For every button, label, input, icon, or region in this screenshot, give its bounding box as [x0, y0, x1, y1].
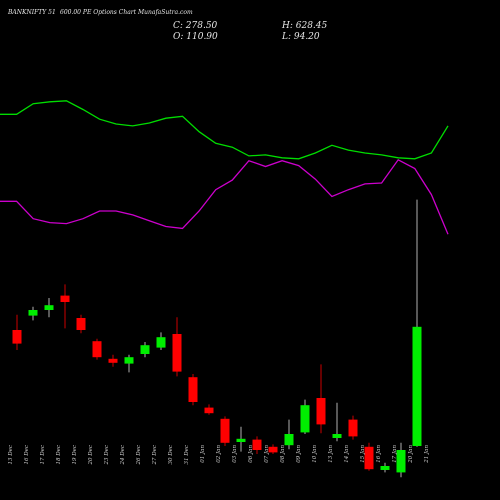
candle-body: [28, 310, 38, 316]
candle-body: [268, 446, 278, 453]
green-indicator-line: [0, 100, 449, 160]
x-tick-label: 14 Jan: [344, 445, 350, 463]
candle-body: [76, 318, 86, 330]
x-tick-label: 18 Dec: [56, 445, 62, 465]
x-tick-label: 09 Jan: [296, 445, 302, 463]
candle-body: [332, 434, 342, 438]
candle: [108, 354, 118, 367]
candle: [348, 415, 358, 440]
candle-body: [60, 295, 70, 302]
candle-body: [204, 407, 214, 414]
candle-body: [412, 326, 422, 446]
x-tick-label: 16 Dec: [24, 445, 30, 465]
magenta-indicator-line: [0, 158, 449, 235]
candle: [28, 306, 38, 321]
candle: [124, 354, 134, 373]
candle: [412, 199, 422, 447]
x-tick-label: 27 Dec: [152, 445, 158, 466]
low-value: L: 94.20: [281, 32, 320, 42]
x-tick-label: 31 Dec: [184, 445, 190, 465]
x-tick-label: 16 Jan: [376, 445, 382, 463]
candle-body: [252, 439, 262, 450]
candle-body: [172, 334, 182, 372]
x-tick-label: 15 Jan: [360, 445, 366, 463]
x-tick-label: 13 Dec: [8, 445, 14, 465]
candle-body: [396, 450, 406, 473]
candle: [332, 402, 342, 442]
open-value: O: 110.90: [173, 32, 218, 42]
x-tick-label: 08 Jan: [280, 445, 286, 463]
x-tick-label: 01 Jan: [200, 445, 206, 463]
x-tick-label: 17 Jan: [392, 445, 398, 463]
x-axis-labels: 13 Dec 16 Dec 17 Dec 18 Dec 19 Dec 20 Dec 23 D…: [8, 445, 430, 466]
candle: [12, 314, 22, 350]
x-tick-label: 03 Jan: [232, 445, 238, 463]
candle-body: [44, 305, 54, 310]
candle: [140, 342, 150, 358]
candle: [172, 317, 182, 377]
candle: [188, 374, 198, 406]
candle: [316, 364, 326, 434]
x-tick-label: 13 Jan: [328, 445, 334, 463]
candle-body: [220, 418, 230, 443]
candle: [204, 404, 214, 415]
candles-group: [12, 199, 422, 478]
candle: [300, 399, 310, 434]
candle: [156, 332, 166, 350]
candle-body: [108, 358, 118, 363]
candle: [236, 426, 246, 452]
close-value: C: 278.50: [173, 21, 218, 31]
candle: [284, 419, 294, 450]
candle-body: [12, 330, 22, 344]
candle-body: [92, 341, 102, 358]
candle-body: [316, 398, 326, 425]
candle: [396, 442, 406, 478]
candle: [76, 314, 86, 334]
x-tick-label: 21 Jan: [424, 445, 430, 464]
symbol-label: BANKNIFTY 51: [7, 9, 56, 16]
candle-body: [300, 405, 310, 433]
candle-body: [188, 377, 198, 402]
candle: [364, 442, 374, 471]
candle-body: [348, 419, 358, 437]
x-tick-label: 07 Jan: [264, 445, 270, 463]
x-tick-label: 30 Dec: [168, 445, 174, 465]
candle: [220, 416, 230, 446]
candle: [268, 444, 278, 454]
candle: [92, 338, 102, 360]
x-tick-label: 10 Jan: [312, 445, 318, 463]
x-tick-label: 02 Jan: [216, 445, 222, 463]
candle-body: [156, 337, 166, 348]
indicator-lines: [0, 100, 449, 235]
x-tick-label: 19 Dec: [72, 445, 78, 465]
candle: [380, 462, 390, 473]
x-tick-label: 20 Dec: [88, 445, 94, 466]
candle-body: [284, 434, 294, 446]
high-value: H: 628.45: [281, 21, 328, 31]
candle: [252, 436, 262, 454]
chart-title: 600.00 PE Options Chart MunafaSutra.com: [60, 9, 193, 16]
x-tick-label: 23 Dec: [104, 445, 110, 466]
candle: [44, 298, 54, 318]
x-tick-label: 20 Jan: [408, 445, 414, 464]
x-tick-label: 26 Dec: [136, 445, 142, 466]
x-tick-label: 06 Jan: [248, 445, 254, 463]
candle: [60, 284, 70, 329]
candle-body: [380, 466, 390, 470]
x-tick-label: 17 Dec: [40, 445, 46, 465]
candle-body: [236, 438, 246, 442]
candle-body: [140, 345, 150, 354]
candle-body: [364, 446, 374, 470]
x-tick-label: 24 Dec: [120, 445, 126, 466]
candle-body: [124, 357, 134, 364]
